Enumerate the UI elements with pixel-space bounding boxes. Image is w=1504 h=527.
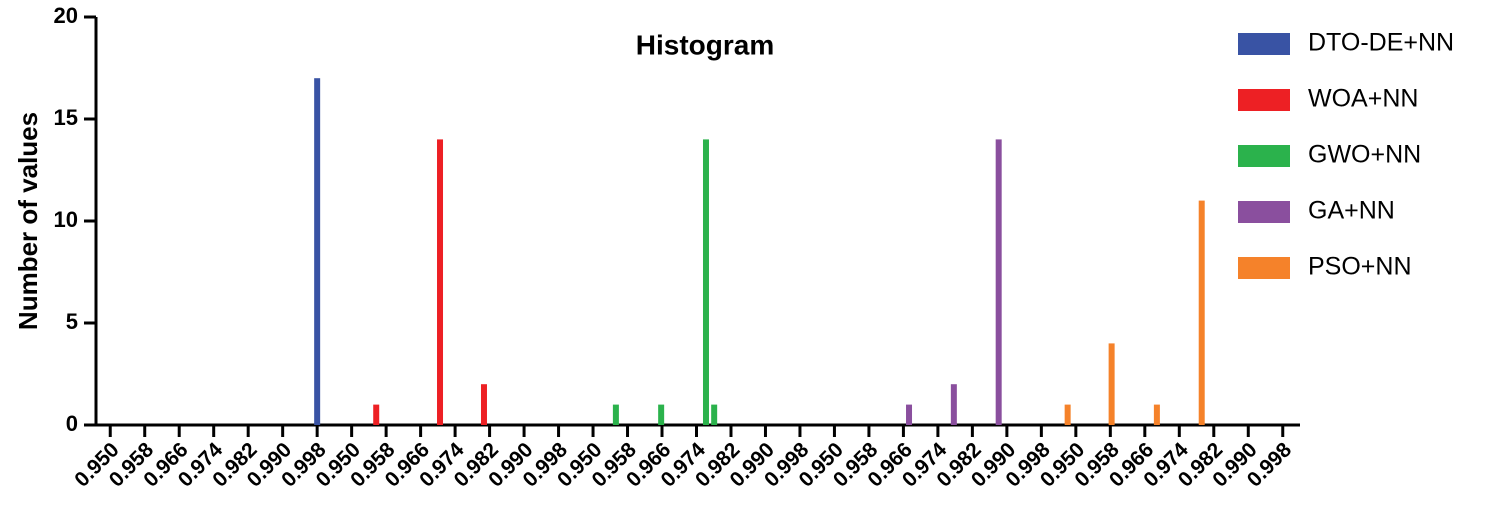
bar <box>1064 404 1071 425</box>
bar <box>612 404 619 425</box>
bar <box>1153 404 1160 425</box>
legend-swatch <box>1238 145 1290 167</box>
legend-label: GA+NN <box>1308 197 1395 225</box>
legend-label: PSO+NN <box>1308 253 1412 281</box>
bar <box>658 404 665 425</box>
y-tick-label: 20 <box>54 3 78 28</box>
legend-label: WOA+NN <box>1308 85 1418 113</box>
bar <box>711 404 718 425</box>
y-tick-label: 15 <box>54 105 78 130</box>
y-axis-label: Number of values <box>13 112 43 330</box>
bar <box>995 139 1002 425</box>
bar <box>906 404 913 425</box>
bar <box>373 404 380 425</box>
y-tick-label: 0 <box>66 411 78 436</box>
bar <box>1108 343 1115 425</box>
legend-label: GWO+NN <box>1308 141 1421 169</box>
legend-swatch <box>1238 257 1290 279</box>
bar <box>702 139 709 425</box>
bar <box>437 139 444 425</box>
bar <box>950 384 957 425</box>
bar <box>480 384 487 425</box>
legend-swatch <box>1238 89 1290 111</box>
y-tick-label: 5 <box>66 309 78 334</box>
bar <box>314 78 321 425</box>
bar <box>1198 200 1205 425</box>
legend-swatch <box>1238 33 1290 55</box>
chart-title: Histogram <box>636 29 774 60</box>
legend-label: DTO-DE+NN <box>1308 29 1454 57</box>
legend-swatch <box>1238 201 1290 223</box>
y-tick-label: 10 <box>54 207 78 232</box>
